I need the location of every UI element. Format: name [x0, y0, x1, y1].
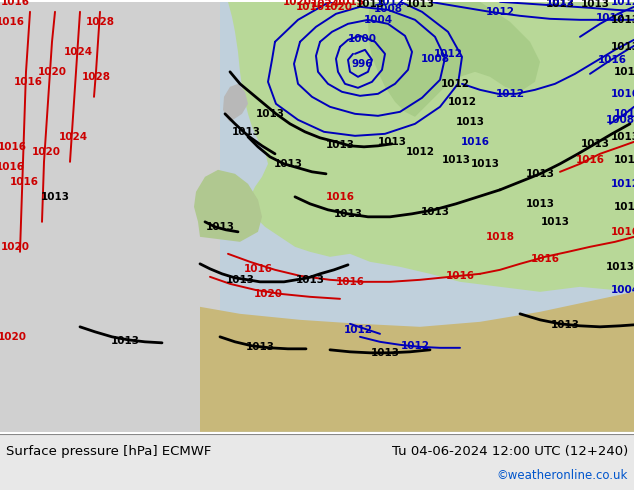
Text: 1016: 1016	[597, 55, 626, 65]
Text: 1013: 1013	[614, 155, 634, 165]
Text: 1013: 1013	[245, 342, 275, 352]
Text: 1020: 1020	[37, 67, 67, 77]
Text: 1016: 1016	[611, 227, 634, 237]
Text: 996: 996	[351, 59, 373, 69]
Text: 1012: 1012	[545, 0, 574, 7]
Text: 1016: 1016	[611, 89, 634, 99]
Bar	[0, 2, 220, 432]
Text: 1016: 1016	[243, 264, 273, 274]
Text: 1013: 1013	[605, 262, 634, 272]
Text: 1016: 1016	[10, 177, 39, 187]
Text: 1013: 1013	[295, 275, 325, 285]
Text: 1016: 1016	[325, 192, 354, 202]
Text: 1016: 1016	[531, 254, 559, 264]
Text: 1013: 1013	[356, 0, 384, 9]
Text: 1013: 1013	[406, 0, 434, 9]
Text: 1013: 1013	[231, 127, 261, 137]
Text: 1013: 1013	[526, 199, 555, 209]
Polygon shape	[368, 2, 540, 117]
Text: ©weatheronline.co.uk: ©weatheronline.co.uk	[496, 469, 628, 483]
Text: 1013: 1013	[41, 192, 70, 202]
Text: 1024: 1024	[63, 47, 93, 57]
Text: 1012: 1012	[448, 97, 477, 107]
Text: 1008: 1008	[605, 115, 634, 125]
Text: 1024: 1024	[58, 132, 87, 142]
Text: 1000: 1000	[347, 34, 377, 44]
Text: 1008: 1008	[373, 4, 403, 14]
Polygon shape	[223, 84, 248, 122]
Text: 1004: 1004	[363, 15, 392, 25]
Text: 1013: 1013	[256, 109, 285, 119]
Text: 1013: 1013	[110, 336, 139, 346]
Text: Tu 04-06-2024 12:00 UTC (12+240): Tu 04-06-2024 12:00 UTC (12+240)	[392, 445, 628, 458]
Text: 1016: 1016	[614, 109, 634, 119]
Polygon shape	[308, 160, 345, 227]
Text: 1013: 1013	[611, 132, 634, 142]
Text: 1020: 1020	[32, 147, 60, 157]
Text: 1013: 1013	[581, 0, 609, 9]
Text: 1016: 1016	[0, 162, 25, 172]
Text: 1012: 1012	[611, 0, 634, 7]
Text: 1013: 1013	[545, 0, 574, 9]
Text: 1012: 1012	[375, 0, 404, 7]
Text: 1012: 1012	[406, 147, 434, 157]
Text: 1013: 1013	[226, 275, 254, 285]
Text: 1013: 1013	[377, 137, 406, 147]
Text: 1004: 1004	[611, 285, 634, 295]
Text: 1013: 1013	[470, 159, 500, 169]
Text: 1013: 1013	[614, 67, 634, 77]
Text: 1016: 1016	[460, 137, 489, 147]
Polygon shape	[365, 192, 450, 257]
Text: 1016: 1016	[0, 142, 27, 152]
Text: 1024: 1024	[311, 0, 340, 9]
Polygon shape	[200, 292, 634, 432]
Text: 1020: 1020	[0, 332, 27, 342]
Text: 1012: 1012	[401, 341, 429, 351]
Text: 1018: 1018	[486, 232, 515, 242]
Text: 1020: 1020	[1, 242, 30, 252]
Text: 1016: 1016	[335, 277, 365, 287]
Polygon shape	[460, 204, 615, 254]
Text: 1020: 1020	[254, 289, 283, 299]
Text: 1013: 1013	[611, 15, 634, 25]
Polygon shape	[220, 2, 634, 292]
Text: 1013: 1013	[541, 217, 569, 227]
Text: 1020: 1020	[323, 2, 353, 12]
Text: 1012: 1012	[344, 325, 373, 335]
Text: 1013: 1013	[581, 139, 609, 149]
Text: 1013: 1013	[205, 222, 235, 232]
Text: 1013: 1013	[614, 202, 634, 212]
Polygon shape	[194, 170, 262, 242]
Text: 1015: 1015	[335, 0, 365, 7]
Text: 1028: 1028	[86, 17, 115, 27]
Text: 1016: 1016	[13, 77, 42, 87]
Text: 1013: 1013	[325, 140, 354, 150]
Text: 1020: 1020	[283, 0, 311, 7]
Text: Surface pressure [hPa] ECMWF: Surface pressure [hPa] ECMWF	[6, 445, 211, 458]
Text: 1016: 1016	[576, 155, 604, 165]
Text: 1012: 1012	[611, 179, 634, 189]
Text: 1016: 1016	[446, 271, 474, 281]
Text: 1016: 1016	[295, 2, 325, 12]
Text: 1013: 1013	[611, 42, 634, 52]
Text: 1016: 1016	[1, 0, 30, 7]
Text: 1013: 1013	[370, 348, 399, 358]
Text: 1016: 1016	[0, 17, 25, 27]
Text: 1028: 1028	[82, 72, 110, 82]
Text: 1013: 1013	[550, 320, 579, 330]
Text: 1013: 1013	[441, 155, 470, 165]
Text: 1013: 1013	[333, 209, 363, 219]
Text: 1008: 1008	[420, 54, 450, 64]
Text: 1013: 1013	[420, 207, 450, 217]
Text: 1012: 1012	[434, 49, 462, 59]
Text: 1012: 1012	[441, 79, 470, 89]
Text: 1013: 1013	[273, 159, 302, 169]
Text: 1012: 1012	[496, 89, 524, 99]
Text: 1013: 1013	[526, 169, 555, 179]
Text: 1012: 1012	[486, 7, 515, 17]
Text: 1012: 1012	[595, 13, 624, 23]
Text: 1013: 1013	[455, 117, 484, 127]
